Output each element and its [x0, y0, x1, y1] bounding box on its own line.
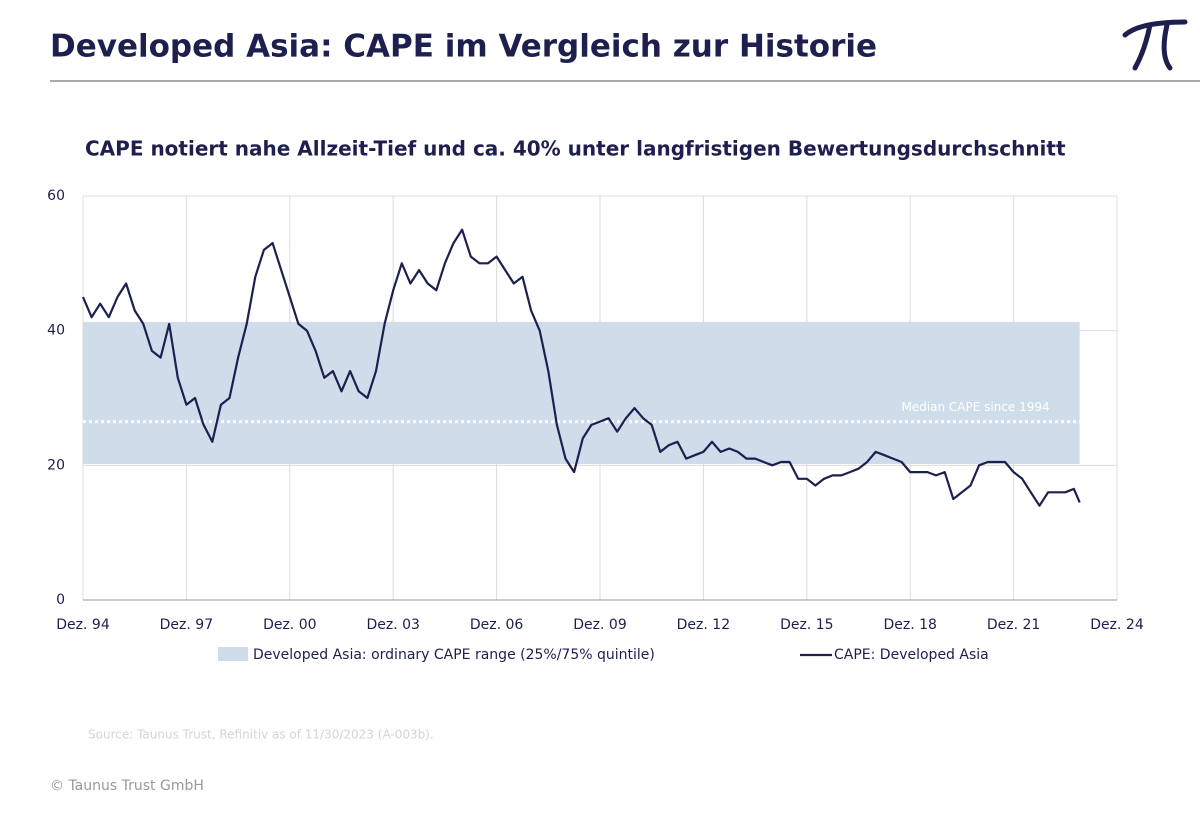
x-tick-label: Dez. 00	[263, 617, 316, 633]
x-tick-label: Dez. 21	[987, 617, 1040, 633]
x-tick-label: Dez. 06	[470, 617, 524, 633]
median-label: Median CAPE since 1994	[901, 400, 1049, 414]
x-tick-label: Dez. 18	[883, 617, 936, 633]
y-tick-label: 60	[47, 188, 65, 204]
copyright: © Taunus Trust GmbH	[50, 778, 204, 794]
source-note: Source: Taunus Trust, Refinitiv as of 11…	[88, 728, 434, 742]
x-tick-label: Dez. 15	[780, 617, 833, 633]
y-tick-label: 40	[47, 323, 65, 339]
cape-line	[81, 228, 1081, 507]
y-tick-label: 20	[47, 457, 65, 473]
chart-title: CAPE notiert nahe Allzeit-Tief und ca. 4…	[85, 137, 1066, 161]
legend-swatch	[218, 647, 248, 661]
page-title: Developed Asia: CAPE im Vergleich zur Hi…	[50, 29, 877, 65]
legend-label: Developed Asia: ordinary CAPE range (25%…	[253, 647, 655, 663]
x-tick-label: Dez. 97	[160, 617, 213, 633]
logo	[1122, 19, 1188, 71]
x-tick-label: Dez. 03	[366, 617, 419, 633]
legend-label: CAPE: Developed Asia	[834, 647, 989, 663]
x-tick-label: Dez. 24	[1090, 617, 1144, 633]
x-tick-label: Dez. 09	[573, 617, 626, 633]
x-tick-label: Dez. 12	[677, 617, 730, 633]
x-tick-label: Dez. 94	[56, 617, 110, 633]
y-tick-label: 0	[56, 592, 65, 608]
